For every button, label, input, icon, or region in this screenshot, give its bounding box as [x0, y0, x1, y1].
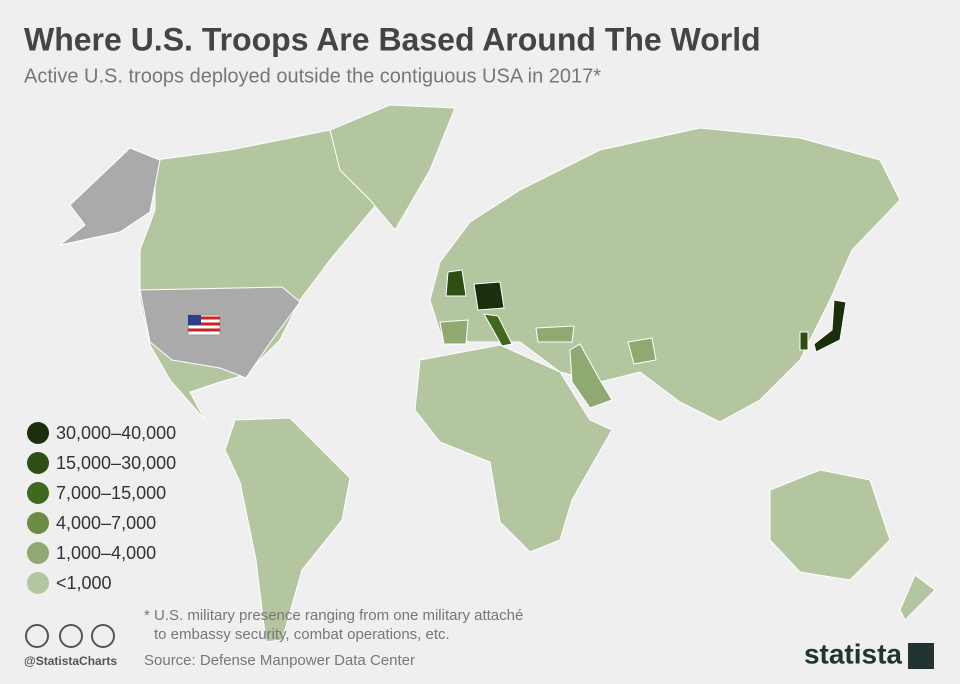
new-zealand	[899, 574, 936, 621]
subtitle: Active U.S. troops deployed outside the …	[24, 65, 601, 87]
legend-label: 15,000–30,000	[56, 453, 176, 473]
legend-swatch	[27, 452, 49, 474]
legend-label: 30,000–40,000	[56, 423, 176, 443]
south-korea	[799, 331, 809, 351]
legend-label: 1,000–4,000	[56, 543, 156, 563]
legend-label: <1,000	[56, 573, 112, 593]
legend-swatch	[27, 482, 49, 504]
japan	[813, 299, 847, 353]
south-america	[224, 417, 351, 643]
legend: 30,000–40,000 15,000–30,000 7,000–15,000 4,…	[27, 422, 176, 594]
alaska	[59, 147, 161, 246]
footnote-line: to embassy security, combat operations, …	[154, 626, 450, 643]
germany	[473, 281, 505, 311]
world-map	[59, 104, 936, 643]
legend-label: 4,000–7,000	[56, 513, 156, 533]
saudi-arabia	[569, 343, 613, 409]
legend-swatch	[27, 512, 49, 534]
africa	[414, 344, 613, 553]
greenland	[329, 104, 456, 231]
eurasia	[429, 127, 901, 423]
brand-logo: statista	[804, 638, 902, 669]
footnote-line: * U.S. military presence ranging from on…	[144, 607, 523, 624]
turkey	[535, 325, 575, 343]
handle: @StatistaCharts	[24, 654, 117, 668]
title: Where U.S. Troops Are Based Around The W…	[24, 21, 761, 57]
legend-swatch	[27, 542, 49, 564]
afghanistan	[627, 337, 657, 365]
united-kingdom	[445, 269, 467, 297]
australia	[769, 469, 891, 581]
legend-label: 7,000–15,000	[56, 483, 166, 503]
italy	[483, 313, 513, 347]
brand-mark	[908, 643, 934, 669]
spain	[439, 319, 469, 345]
source: Source: Defense Manpower Data Center	[144, 652, 415, 669]
legend-swatch	[27, 572, 49, 594]
us-flag	[187, 314, 221, 336]
legend-swatch	[27, 422, 49, 444]
license-icons	[25, 624, 115, 648]
